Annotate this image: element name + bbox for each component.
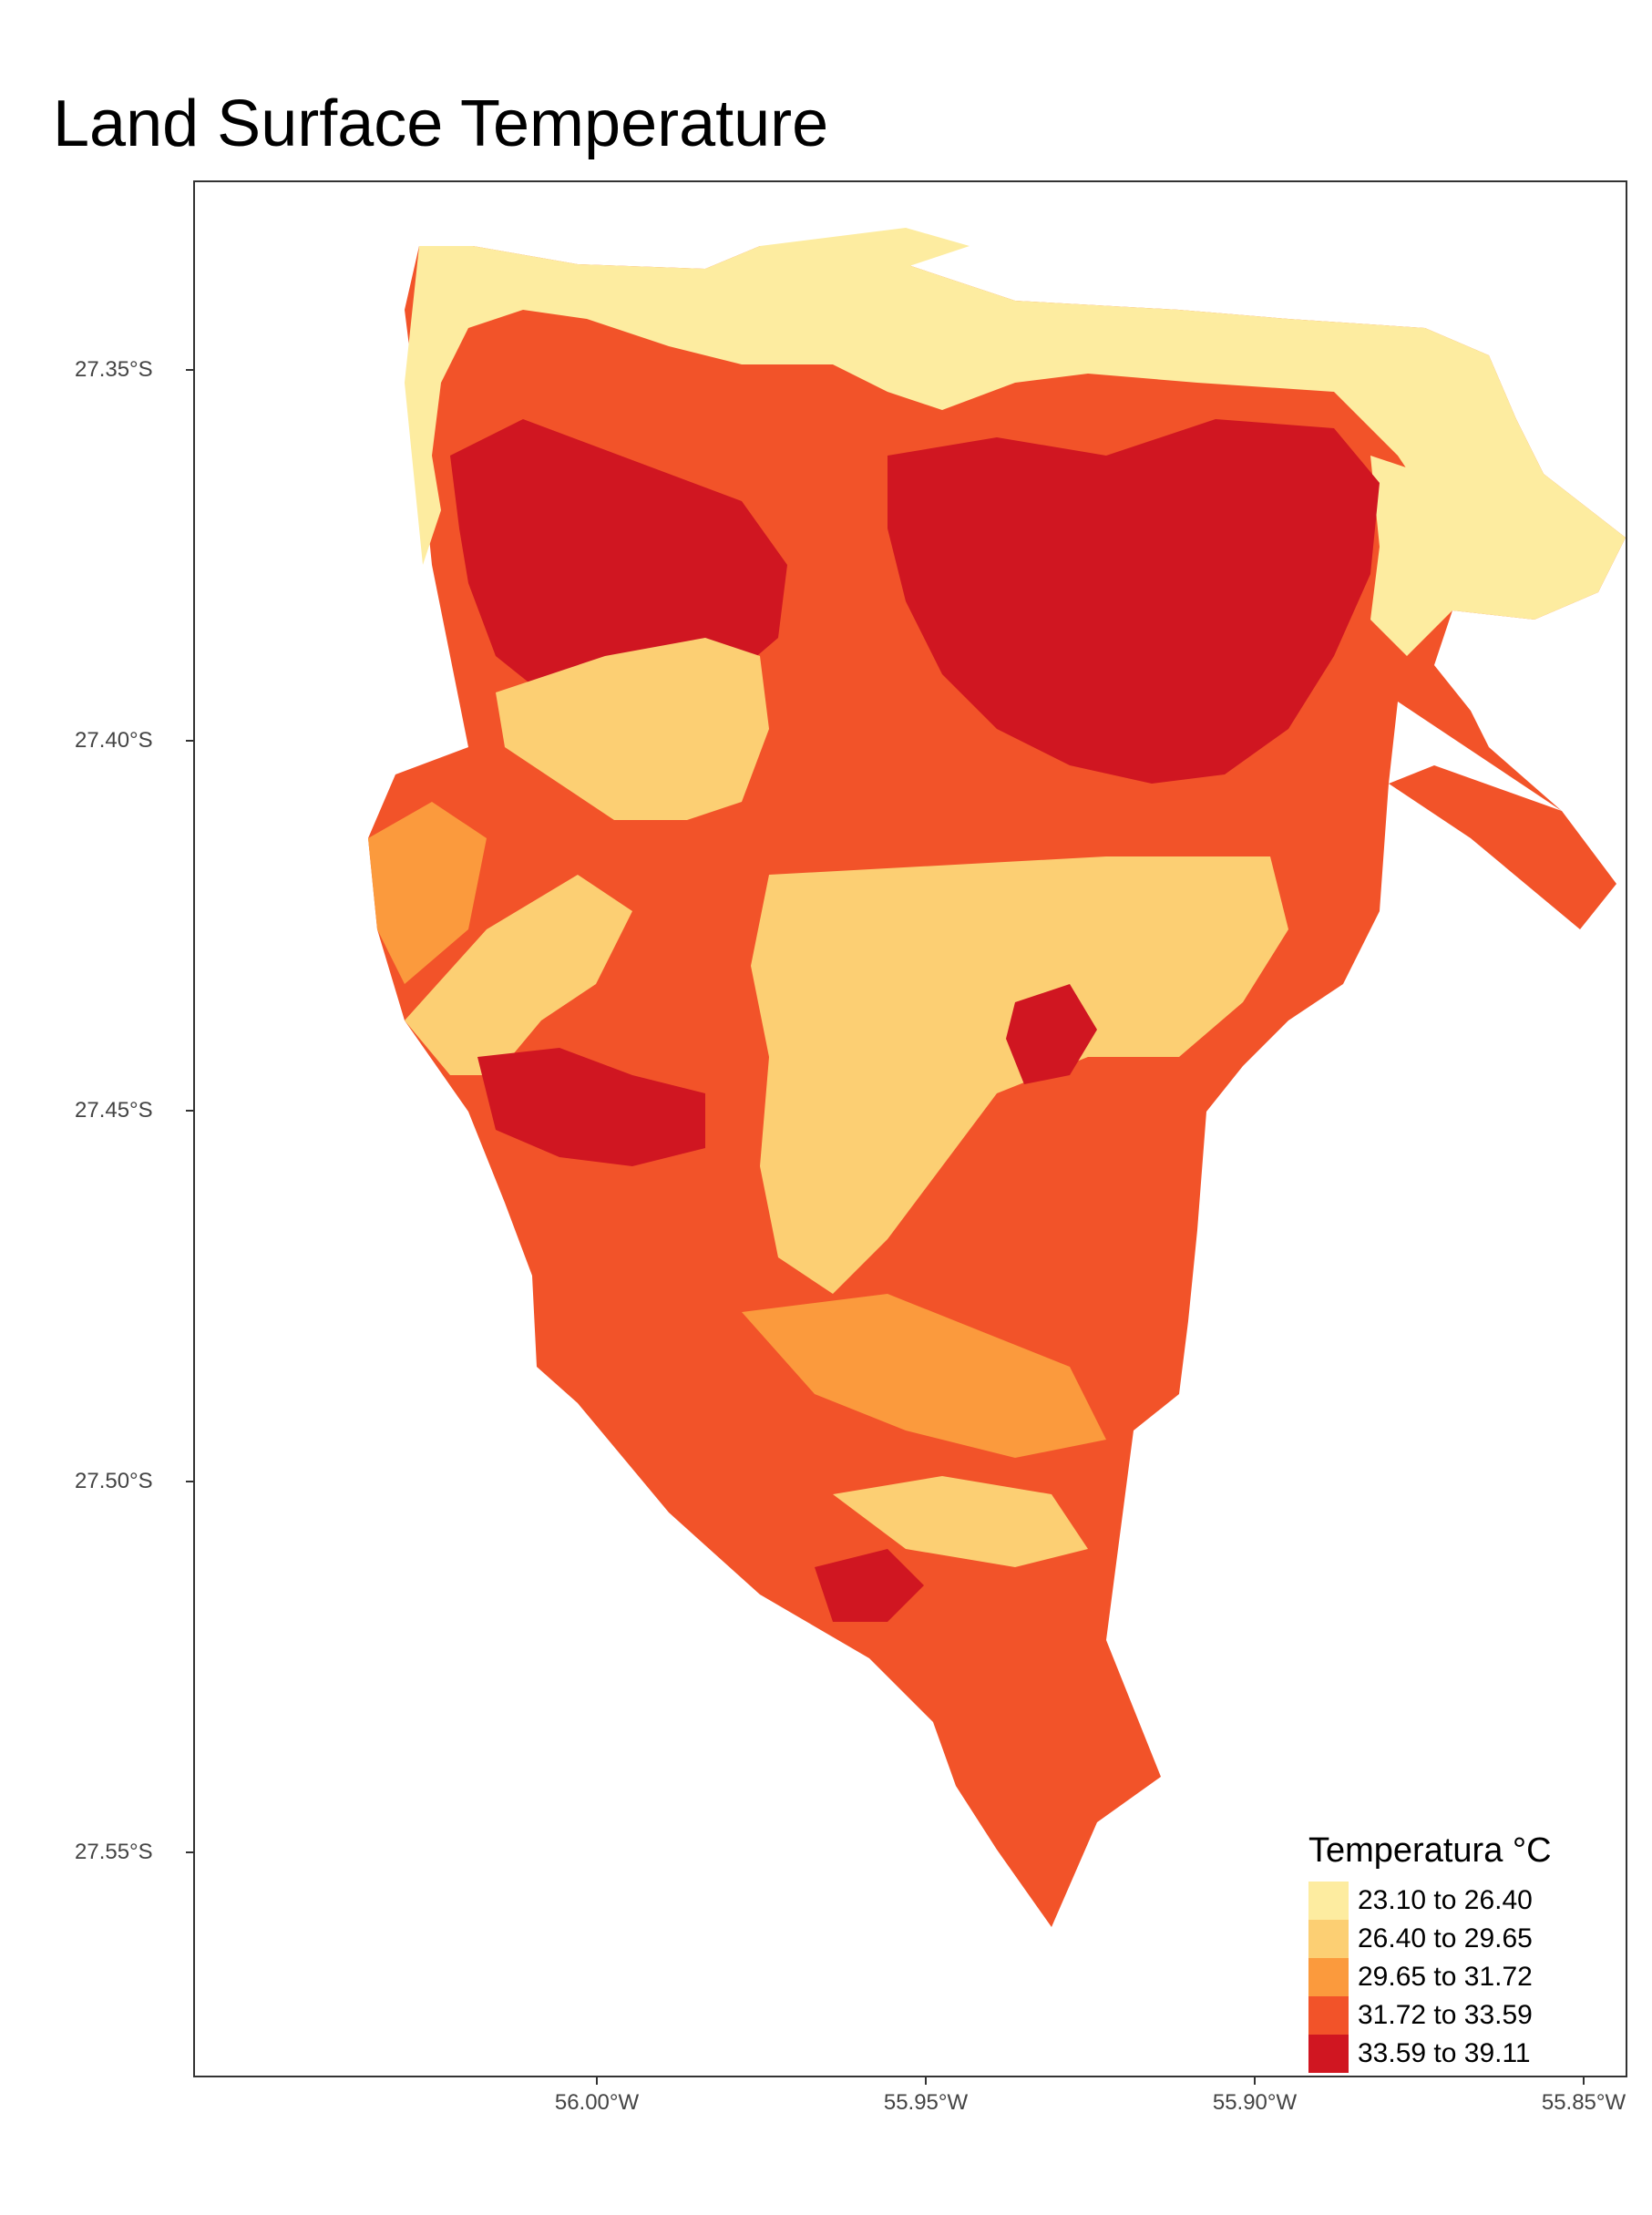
y-tick-label: 27.50°S bbox=[75, 1469, 153, 1493]
warm-transition-south bbox=[742, 1294, 1106, 1458]
legend-swatch bbox=[1308, 1996, 1349, 2035]
cool-strip-south bbox=[833, 1476, 1088, 1567]
x-tick-mark bbox=[1254, 2077, 1256, 2085]
y-tick-mark bbox=[186, 1110, 193, 1112]
y-tick-mark bbox=[186, 1481, 193, 1482]
legend-item: 33.59 to 39.11 bbox=[1308, 2035, 1552, 2073]
legend-swatch bbox=[1308, 2035, 1349, 2073]
central-park-cool-zone bbox=[496, 638, 769, 820]
map-panel bbox=[193, 180, 1627, 2077]
x-tick-mark bbox=[596, 2077, 598, 2085]
legend-label: 26.40 to 29.65 bbox=[1358, 1923, 1533, 1954]
legend-item: 23.10 to 26.40 bbox=[1308, 1882, 1552, 1920]
x-tick-label: 55.90°W bbox=[1212, 2090, 1298, 2115]
legend-label: 33.59 to 39.11 bbox=[1358, 2038, 1531, 2068]
west-cool-band bbox=[405, 875, 632, 1075]
legend-swatch bbox=[1308, 1958, 1349, 1996]
legend: Temperatura °C 23.10 to 26.40 26.40 to 2… bbox=[1308, 1831, 1552, 2073]
temperature-map bbox=[368, 228, 1626, 1927]
legend-label: 31.72 to 33.59 bbox=[1358, 2000, 1533, 2030]
legend-item: 31.72 to 33.59 bbox=[1308, 1996, 1552, 2035]
y-tick-label: 27.45°S bbox=[75, 1098, 153, 1123]
hotspot-southwest bbox=[477, 1048, 705, 1166]
legend-swatch bbox=[1308, 1920, 1349, 1958]
legend-item: 26.40 to 29.65 bbox=[1308, 1920, 1552, 1958]
y-tick-label: 27.35°S bbox=[75, 357, 153, 382]
y-tick-mark bbox=[186, 1851, 193, 1853]
legend-label: 23.10 to 26.40 bbox=[1358, 1885, 1533, 1915]
south-airfield-cool-zone bbox=[751, 856, 1288, 1294]
east-spur bbox=[1389, 765, 1616, 929]
x-tick-label: 55.85°W bbox=[1541, 2090, 1626, 2115]
east-lake-cool-zone bbox=[1370, 456, 1534, 656]
y-tick-label: 27.40°S bbox=[75, 728, 153, 753]
x-tick-mark bbox=[1583, 2077, 1585, 2085]
hotspot-northeast bbox=[888, 419, 1380, 784]
y-tick-mark bbox=[186, 740, 193, 742]
north-coast-cool-zone bbox=[405, 246, 1626, 620]
hotspot-south-east bbox=[1006, 984, 1097, 1084]
x-tick-label: 56.00°W bbox=[554, 2090, 640, 2115]
legend-title: Temperatura °C bbox=[1308, 1831, 1552, 1870]
legend-swatch bbox=[1308, 1882, 1349, 1920]
x-tick-mark bbox=[925, 2077, 927, 2085]
y-tick-label: 27.55°S bbox=[75, 1840, 153, 1864]
warm-transition-west bbox=[368, 802, 487, 984]
hotspot-far-south bbox=[815, 1549, 924, 1622]
map-title: Land Surface Temperature bbox=[53, 87, 829, 160]
x-tick-label: 55.95°W bbox=[883, 2090, 969, 2115]
legend-label: 29.65 to 31.72 bbox=[1358, 1962, 1533, 1992]
north-islet bbox=[760, 228, 970, 292]
y-tick-mark bbox=[186, 369, 193, 371]
legend-item: 29.65 to 31.72 bbox=[1308, 1958, 1552, 1996]
